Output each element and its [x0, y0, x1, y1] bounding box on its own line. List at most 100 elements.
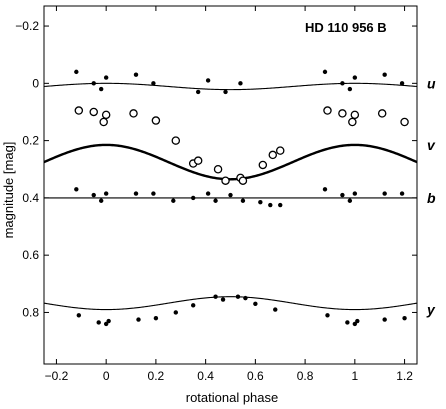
- y-tick-label: −0.2: [15, 19, 39, 33]
- series-label-v: v: [427, 137, 436, 153]
- data-point-v: [323, 106, 332, 115]
- data-point-v: [129, 109, 138, 118]
- data-point-v: [99, 117, 108, 127]
- x-tick-label: 1.2: [396, 369, 413, 383]
- data-point-b: [91, 192, 96, 198]
- fit-curve-y: [44, 296, 417, 311]
- data-point-u: [103, 75, 109, 80]
- data-point-v: [213, 164, 223, 174]
- data-point-v: [101, 110, 111, 120]
- y-tick-label: 0.6: [22, 248, 39, 262]
- data-point-y: [96, 320, 101, 325]
- data-point-v: [74, 106, 84, 115]
- data-point-v: [377, 109, 387, 118]
- x-tick-label: 0.8: [297, 369, 314, 383]
- data-point-u: [74, 69, 79, 75]
- x-tick-label: 1: [351, 369, 358, 383]
- data-point-b: [240, 198, 246, 203]
- data-point-u: [399, 81, 405, 86]
- x-tick-label: −0.2: [45, 369, 69, 383]
- data-point-b: [382, 191, 387, 196]
- data-point-y: [153, 315, 159, 321]
- x-axis-title: rotational phase: [186, 390, 279, 405]
- data-point-y: [76, 313, 82, 318]
- data-point-b: [399, 191, 405, 196]
- data-point-v: [400, 117, 409, 127]
- data-point-y: [352, 321, 358, 327]
- data-point-b: [98, 198, 104, 203]
- data-point-y: [235, 294, 241, 299]
- data-point-y: [213, 294, 218, 299]
- data-point-y: [345, 320, 350, 325]
- data-point-u: [347, 86, 353, 92]
- data-point-u: [352, 75, 358, 80]
- y-axis-title: magnitude [mag]: [1, 142, 16, 239]
- data-point-b: [258, 199, 263, 205]
- data-point-b: [268, 202, 273, 208]
- chart-title: HD 110 956 B: [305, 20, 387, 35]
- plot-area: [44, 69, 417, 327]
- data-point-b: [278, 202, 283, 208]
- data-point-v: [350, 110, 360, 120]
- data-point-b: [228, 192, 233, 198]
- data-point-y: [173, 310, 178, 315]
- data-point-v: [151, 116, 161, 125]
- x-tick-label: 0.4: [197, 369, 214, 383]
- data-point-u: [322, 69, 328, 75]
- y-tick-label: 0: [32, 76, 39, 90]
- fit-curve-v: [44, 143, 417, 181]
- data-point-b: [151, 191, 156, 196]
- fit-curve-u: [44, 82, 417, 91]
- data-point-u: [223, 89, 228, 95]
- series-label-y: y: [426, 302, 436, 318]
- data-point-b: [103, 191, 109, 196]
- data-point-b: [213, 198, 218, 203]
- plot-frame: [43, 5, 418, 365]
- data-point-y: [191, 303, 196, 308]
- data-point-u: [133, 72, 139, 77]
- data-point-b: [347, 198, 353, 203]
- data-point-y: [355, 318, 360, 324]
- data-point-v: [348, 117, 357, 127]
- data-point-y: [136, 317, 141, 322]
- data-point-u: [340, 81, 345, 86]
- data-point-y: [103, 321, 109, 327]
- data-point-y: [382, 317, 387, 322]
- y-tick-label: 0.4: [22, 191, 39, 205]
- data-point-v: [268, 150, 278, 160]
- data-point-v: [171, 136, 181, 145]
- x-tick-label: 0.2: [148, 369, 165, 383]
- data-point-u: [91, 81, 96, 86]
- data-point-b: [191, 195, 196, 201]
- data-point-b: [74, 187, 79, 192]
- data-point-v: [89, 107, 98, 117]
- data-point-u: [238, 81, 243, 86]
- data-point-v: [338, 109, 347, 118]
- data-point-u: [382, 72, 387, 77]
- data-point-y: [253, 301, 258, 307]
- x-tick-label: 0.6: [247, 369, 264, 383]
- data-point-y: [243, 295, 248, 301]
- data-point-u: [98, 86, 104, 92]
- data-point-y: [273, 307, 278, 312]
- data-point-y: [325, 313, 330, 318]
- axes: u v b y −0.2 0 0.2 0.4 0.6 0.8 1 1.2 −0.2 0 0.2 0.4 0.6 0…: [15, 5, 436, 383]
- data-point-y: [402, 315, 407, 321]
- series-label-u: u: [427, 75, 436, 91]
- data-point-b: [171, 198, 176, 203]
- y-tick-label: 0.2: [22, 134, 39, 148]
- y-tick-label: 0.8: [22, 305, 39, 319]
- data-point-v: [258, 160, 268, 170]
- data-point-b: [352, 191, 358, 196]
- data-point-b: [340, 192, 345, 198]
- data-point-u: [205, 78, 211, 83]
- data-point-u: [195, 89, 201, 95]
- data-point-v: [275, 146, 285, 155]
- data-point-y: [220, 297, 226, 302]
- data-point-v: [221, 176, 230, 185]
- data-point-b: [133, 191, 139, 196]
- data-point-v: [238, 176, 248, 185]
- data-point-b: [322, 187, 328, 192]
- series-label-b: b: [427, 190, 436, 206]
